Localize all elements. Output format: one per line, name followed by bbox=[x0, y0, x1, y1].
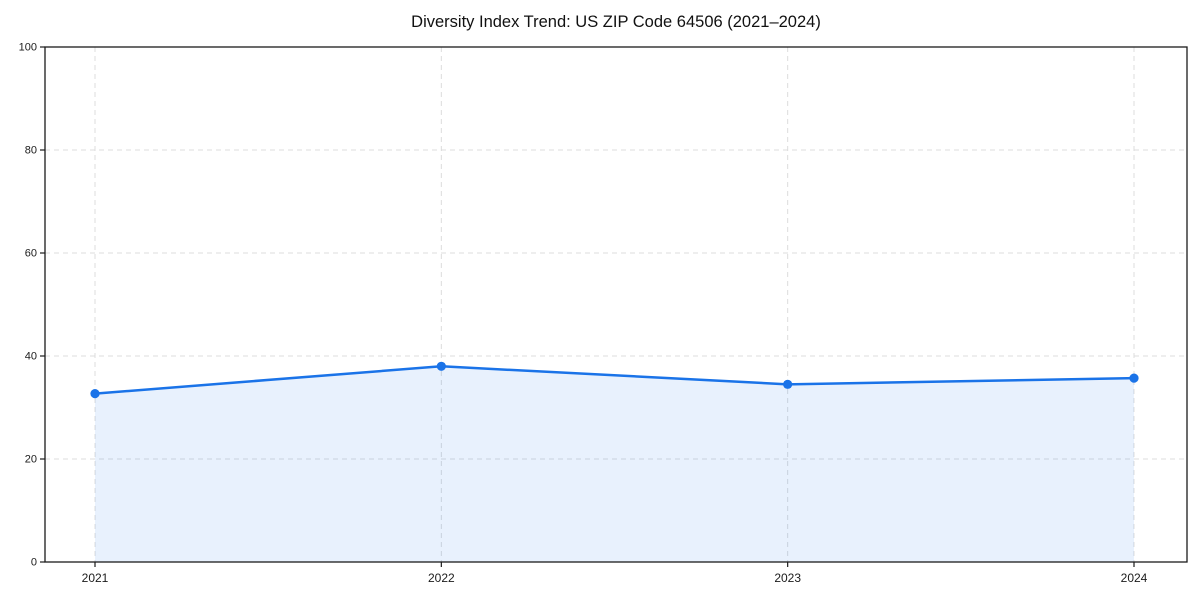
x-tick-label: 2021 bbox=[82, 571, 109, 585]
x-tick-label: 2023 bbox=[774, 571, 801, 585]
chart-title: Diversity Index Trend: US ZIP Code 64506… bbox=[411, 13, 821, 31]
trend-line bbox=[93, 365, 1136, 395]
y-tick-label: 20 bbox=[25, 454, 37, 466]
data-point bbox=[90, 388, 100, 399]
plot-border bbox=[44, 46, 1188, 563]
x-tick-label: 2022 bbox=[428, 571, 455, 585]
data-point bbox=[783, 379, 793, 389]
y-tick-label: 0 bbox=[31, 557, 37, 569]
y-tick-label: 80 bbox=[25, 145, 37, 157]
y-tick-label: 100 bbox=[19, 42, 37, 54]
x-tick-label: 2024 bbox=[1121, 571, 1148, 585]
data-point bbox=[1129, 373, 1139, 383]
area-fill bbox=[95, 366, 1134, 562]
data-point bbox=[436, 361, 446, 371]
y-tick-label: 40 bbox=[25, 351, 37, 363]
y-tick-label: 60 bbox=[25, 248, 37, 260]
